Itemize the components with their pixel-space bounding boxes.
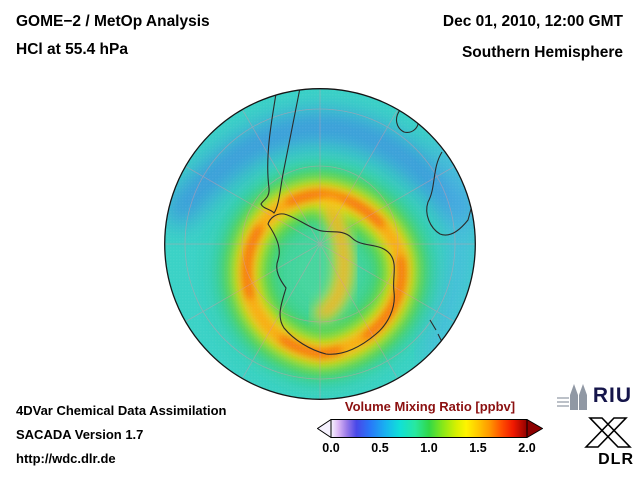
coastline-australia: [426, 151, 475, 236]
colorbar-right-arrow: [526, 419, 543, 438]
figure-region: Southern Hemisphere: [461, 44, 623, 61]
coastline-south-america: [260, 89, 301, 214]
url-label: http://wdc.dlr.de: [16, 451, 116, 466]
assimilation-label: 4DVar Chemical Data Assimilation: [16, 403, 227, 418]
graticule: [165, 89, 475, 399]
colorbar-tick: 0.0: [322, 441, 340, 455]
cathedral-icon: [556, 384, 587, 410]
colorbar-tick: 0.5: [371, 441, 389, 455]
riu-logo-text: RIU: [592, 384, 632, 407]
dlr-wing-icon: [584, 417, 632, 448]
coastline-antarctica: [267, 213, 395, 355]
colorbar: [317, 419, 543, 438]
colorbar-title: Volume Mixing Ratio [ppbv]: [344, 399, 516, 414]
dlr-logo: DLR: [574, 414, 634, 469]
colorbar-left-arrow: [317, 419, 332, 438]
colorbar-tick: 2.0: [518, 441, 536, 455]
colorbar-gradient: [330, 419, 528, 438]
dlr-logo-text: DLR: [598, 451, 634, 468]
hemisphere-map: [164, 88, 476, 400]
figure-subtitle: HCl at 55.4 hPa: [16, 41, 128, 58]
colorbar-tick: 1.0: [420, 441, 438, 455]
figure-date: Dec 01, 2010, 12:00 GMT: [442, 13, 623, 30]
version-label: SACADA Version 1.7: [16, 427, 144, 442]
riu-logo: RIU: [556, 381, 632, 411]
figure-title: GOME−2 / MetOp Analysis: [16, 13, 210, 30]
colorbar-tick: 1.5: [469, 441, 487, 455]
globe-rim: [164, 88, 476, 400]
